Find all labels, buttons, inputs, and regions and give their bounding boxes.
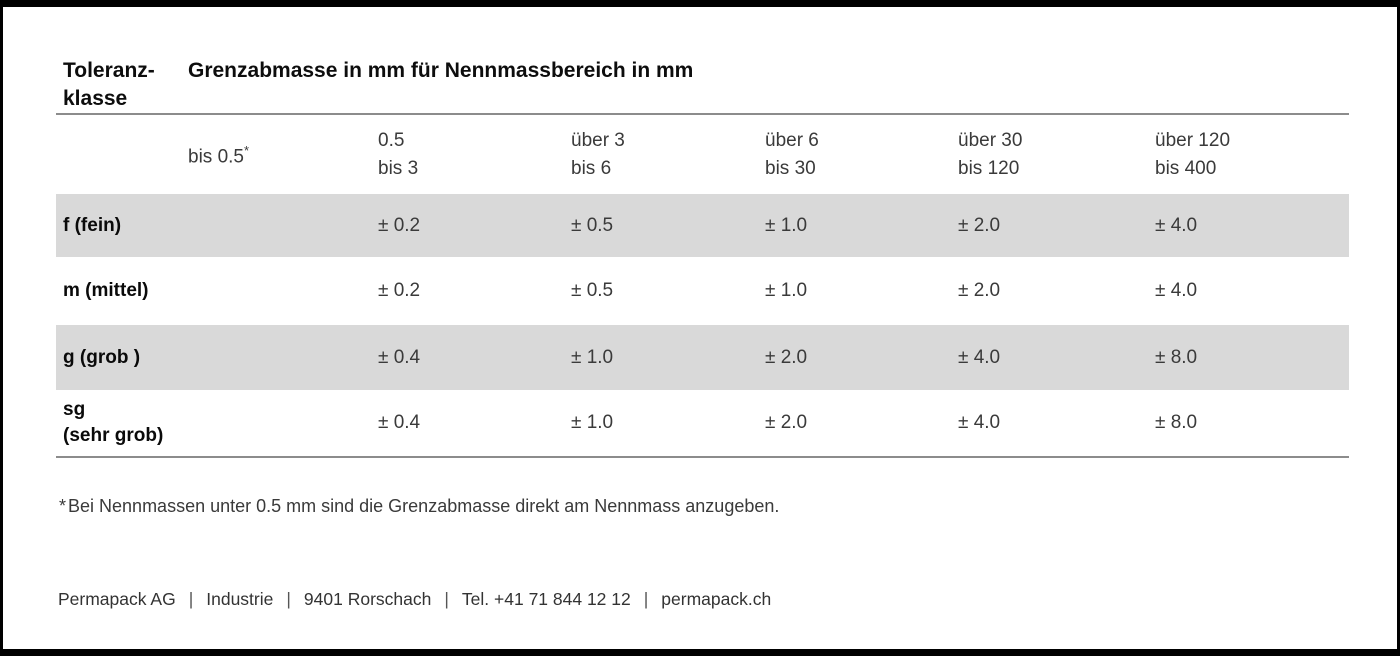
value-cell: ± 4.0: [1155, 214, 1198, 236]
table-row-m: m (mittel) ± 0.2 ± 0.5 ± 1.0 ± 2.0 ± 4.0: [56, 257, 1349, 325]
footer-separator: |: [643, 589, 649, 609]
header-rule: [56, 113, 1349, 115]
row-label-g: g (grob ): [63, 346, 141, 368]
value-cell: ± 2.0: [958, 214, 1001, 236]
value-cell: ± 8.0: [1155, 412, 1198, 433]
bottom-rule: [56, 456, 1349, 458]
footer-contact-line: Permapack AG | Industrie | 9401 Rorschach | Te…: [58, 589, 771, 610]
value-cell: ± 4.0: [1155, 280, 1198, 301]
row-label-f: f (fein): [63, 214, 122, 236]
column-header-3: über 6 bis 30: [765, 129, 819, 179]
table-row-f: f (fein) ± 0.2 ± 0.5 ± 1.0 ± 2.0 ± 4.0: [56, 194, 1349, 257]
value-cell: ± 0.4: [378, 412, 421, 433]
footnote: * Bei Nennmassen unter 0.5 mm sind die Gr…: [59, 496, 779, 517]
table-row-sg: sg (sehr grob) ± 0.4 ± 1.0 ± 2.0 ± 4.0 ±…: [56, 390, 1349, 456]
value-cell: ± 1.0: [765, 280, 808, 301]
tolerance-table: Toleranz- klasse Grenzabmasse in mm für …: [56, 52, 1349, 458]
column-header-row: bis 0.5* 0.5 bis 3 über 3 bis 6 über 6 b…: [56, 115, 1349, 194]
row-label-m: m (mittel): [63, 280, 149, 301]
value-cell: ± 4.0: [958, 346, 1001, 368]
value-cell: ± 8.0: [1155, 346, 1198, 368]
footnote-marker: *: [59, 496, 67, 516]
table-header-band: Toleranz- klasse Grenzabmasse in mm für …: [56, 52, 1349, 113]
table-row-g: g (grob ) ± 0.4 ± 1.0 ± 2.0 ± 4.0 ± 8.0: [56, 325, 1349, 390]
value-cell: ± 4.0: [958, 412, 1001, 433]
value-cell: ± 2.0: [958, 280, 1001, 301]
footer-city: 9401 Rorschach: [303, 589, 432, 609]
footer-website: permapack.ch: [661, 589, 772, 609]
footnote-marker-sup: *: [243, 143, 250, 159]
row-label-sg: sg (sehr grob): [63, 399, 164, 446]
footer-company: Permapack AG: [58, 589, 176, 609]
footer-separator: |: [444, 589, 449, 609]
value-cell: ± 1.0: [571, 346, 614, 368]
footer-street: Industrie: [206, 589, 274, 609]
footer-separator: |: [286, 589, 291, 609]
value-cell: ± 2.0: [765, 412, 808, 433]
column-header-1: 0.5 bis 3: [378, 129, 419, 179]
row-header-title-line2: klasse: [63, 87, 128, 110]
table-title: Grenzabmasse in mm für Nennmassbereich i…: [188, 59, 694, 82]
footer-separator: |: [188, 589, 194, 609]
value-cell: ± 1.0: [765, 214, 808, 236]
column-header-0: bis 0.5*: [188, 143, 250, 168]
column-header-2: über 3 bis 6: [571, 129, 625, 179]
footnote-text: Bei Nennmassen unter 0.5 mm sind die Gre…: [68, 496, 780, 516]
value-cell: ± 0.4: [378, 346, 421, 368]
column-header-4: über 30 bis 120: [958, 129, 1023, 179]
row-header-title-line1: Toleranz-: [63, 59, 155, 82]
value-cell: ± 0.5: [571, 214, 614, 236]
value-cell: ± 0.2: [378, 214, 421, 236]
value-cell: ± 0.2: [378, 280, 421, 301]
column-header-5: über 120 bis 400: [1155, 129, 1231, 179]
value-cell: ± 1.0: [571, 412, 614, 433]
row-header-column-title: Toleranz- klasse: [56, 57, 188, 113]
value-cell: ± 2.0: [765, 346, 808, 368]
value-cell: ± 0.5: [571, 280, 614, 301]
footer-phone: Tel. +41 71 844 12 12: [461, 589, 631, 609]
